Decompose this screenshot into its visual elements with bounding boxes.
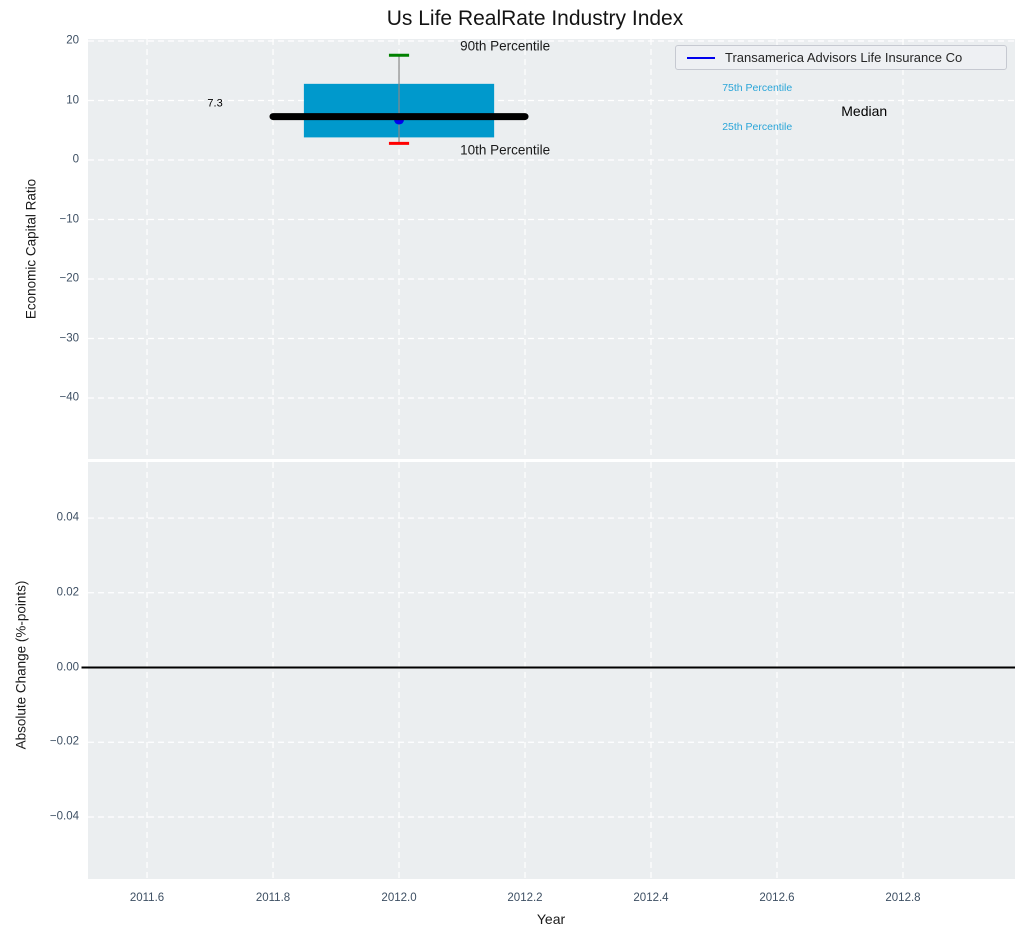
- x-tick-label: 2012.0: [381, 892, 417, 904]
- y-tick-label: 10: [66, 93, 79, 106]
- annotation-10th-percentile: 10th Percentile: [460, 142, 551, 158]
- y-tick-label: 0.00: [56, 660, 79, 673]
- y-tick-label: −30: [59, 331, 79, 344]
- annotation-25th-percentile: 25th Percentile: [722, 120, 793, 133]
- y-tick-label: −0.04: [49, 810, 79, 823]
- y-tick-label: −10: [59, 212, 79, 225]
- y-tick-label: 0.02: [56, 586, 79, 599]
- legend-line-sample: [687, 56, 715, 59]
- x-tick-label: 2012.2: [507, 892, 543, 904]
- y-tick-label: 0: [72, 153, 79, 166]
- y-tick-label: 0.04: [56, 511, 79, 524]
- y-tick-label: −40: [59, 391, 79, 404]
- y-axis-label-top: Economic Capital Ratio: [23, 178, 39, 320]
- x-tick-label: 2012.6: [759, 892, 795, 904]
- chart-title: Us Life RealRate Industry Index: [386, 7, 684, 30]
- x-axis-label: Year: [536, 911, 566, 927]
- annotation-7-3: 7.3: [207, 97, 223, 110]
- top-plot-area: [88, 39, 1015, 459]
- x-tick-label: 2011.8: [255, 892, 291, 904]
- y-tick-label: 20: [66, 34, 79, 47]
- x-tick-label: 2011.6: [129, 892, 165, 904]
- y-tick-label: −0.02: [49, 735, 79, 748]
- y-tick-label: −20: [59, 272, 79, 285]
- legend-entry-label: Transamerica Advisors Life Insurance Co: [725, 50, 963, 65]
- annotation-90th-percentile: 90th Percentile: [460, 38, 551, 53]
- bottom-plot-area: [88, 462, 1015, 879]
- x-tick-label: 2012.8: [885, 892, 921, 904]
- x-tick-label: 2012.4: [633, 892, 669, 904]
- legend: Transamerica Advisors Life Insurance Co: [675, 45, 1007, 70]
- annotation-median: Median: [841, 103, 888, 120]
- annotation-75th-percentile: 75th Percentile: [722, 81, 793, 94]
